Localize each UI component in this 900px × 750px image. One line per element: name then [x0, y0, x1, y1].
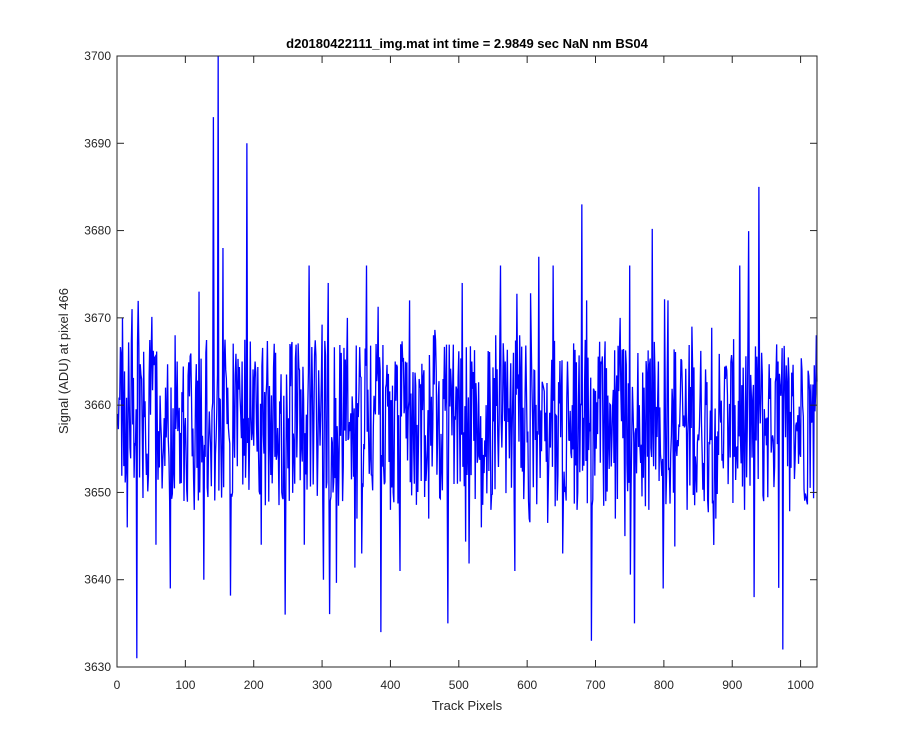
y-tick-label: 3630 [84, 660, 111, 674]
signal-series-line [117, 55, 818, 659]
x-tick-label: 400 [380, 678, 400, 692]
y-tick-label: 3690 [84, 136, 111, 150]
x-tick-label: 100 [175, 678, 195, 692]
x-tick-label: 0 [114, 678, 121, 692]
y-axis: 3630 3640 3650 3660 3670 3680 3690 3700 [84, 49, 817, 674]
data-layer [117, 55, 818, 659]
y-tick-label: 3670 [84, 311, 111, 325]
y-tick-label: 3650 [84, 485, 111, 499]
y-tick-label: 3680 [84, 224, 111, 238]
y-tick-label: 3660 [84, 398, 111, 412]
x-tick-label: 600 [517, 678, 537, 692]
x-tick-label: 300 [312, 678, 332, 692]
y-axis-label: Signal (ADU) at pixel 466 [56, 288, 71, 434]
x-tick-label: 900 [722, 678, 742, 692]
x-tick-label: 800 [654, 678, 674, 692]
axes-box [116, 55, 818, 668]
x-axis-label: Track Pixels [432, 698, 503, 713]
x-tick-label: 200 [244, 678, 264, 692]
x-tick-label: 700 [586, 678, 606, 692]
y-tick-label: 3640 [84, 573, 111, 587]
x-tick-label: 500 [449, 678, 469, 692]
y-tick-label: 3700 [84, 49, 111, 63]
x-tick-label: 1000 [787, 678, 814, 692]
x-axis: 0 100 200 300 400 500 600 700 800 900 1000 [114, 56, 814, 692]
chart-title: d20180422111_img.mat int time = 2.9849 s… [286, 36, 648, 51]
